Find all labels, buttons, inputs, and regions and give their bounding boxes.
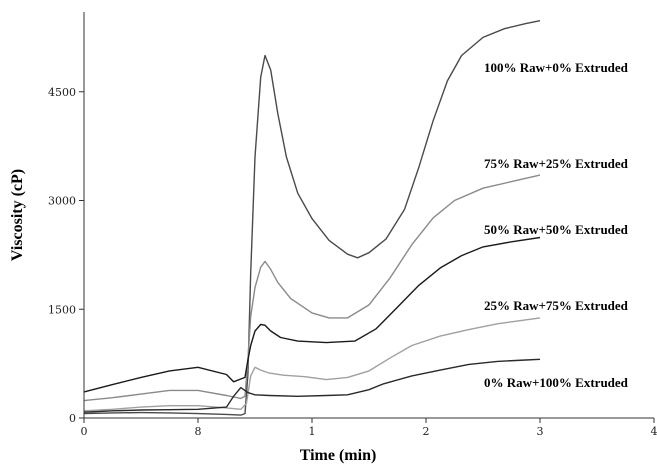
series-lines <box>83 20 541 416</box>
x-tick-label: 4 <box>651 425 657 438</box>
series-line-4 <box>83 317 541 412</box>
y-tick-label: 3000 <box>48 195 76 208</box>
x-ticks: 0 8 1 2 3 4 <box>81 418 657 438</box>
y-tick-label: 1500 <box>48 303 76 316</box>
x-tick-label: 1 <box>309 425 316 438</box>
series-labels: 100% Raw+0% Extruded 75% Raw+25% Extruded… <box>484 60 629 390</box>
series-line-3 <box>83 236 541 393</box>
x-tick-label: 2 <box>423 425 430 438</box>
series-label-4: 25% Raw+75% Extruded <box>484 298 629 313</box>
series-label-1: 100% Raw+0% Extruded <box>484 60 629 75</box>
x-tick-label: 3 <box>537 425 544 438</box>
y-tick-label: 4500 <box>48 86 76 99</box>
series-label-3: 50% Raw+50% Extruded <box>484 222 629 237</box>
x-tick-label: 8 <box>195 425 202 438</box>
series-line-2 <box>83 174 541 402</box>
y-tick-label: 0 <box>69 412 76 425</box>
y-axis-title: Viscosity (cP) <box>9 169 26 261</box>
x-tick-label: 0 <box>81 425 88 438</box>
x-axis-title: Time (min) <box>300 447 377 464</box>
series-line-1 <box>83 20 541 416</box>
y-ticks: 0 1500 3000 4500 <box>48 86 84 425</box>
series-line-5 <box>83 358 541 413</box>
series-label-2: 75% Raw+25% Extruded <box>484 156 629 171</box>
series-label-5: 0% Raw+100% Extruded <box>484 375 629 390</box>
